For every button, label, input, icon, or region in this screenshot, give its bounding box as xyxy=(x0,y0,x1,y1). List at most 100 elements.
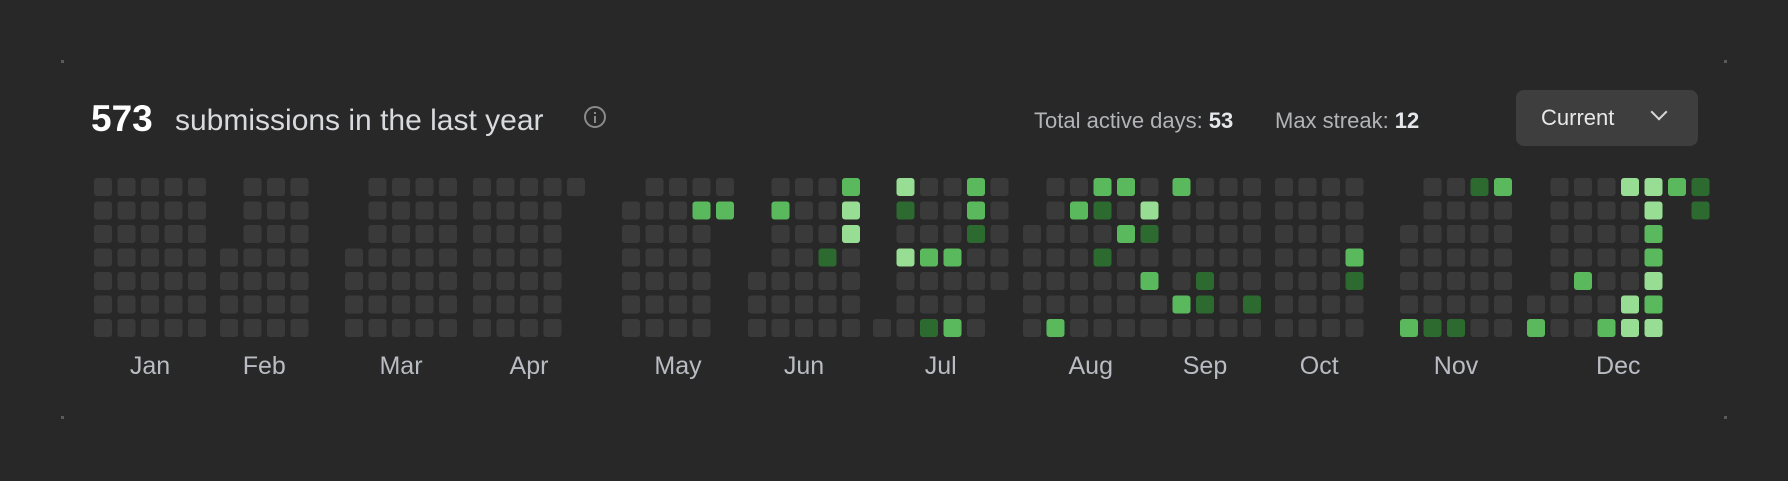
day-cell[interactable] xyxy=(1117,201,1135,220)
day-cell[interactable] xyxy=(818,225,837,243)
day-cell[interactable] xyxy=(1400,295,1418,314)
day-cell[interactable] xyxy=(1298,295,1317,314)
day-cell[interactable] xyxy=(543,248,562,267)
day-cell[interactable] xyxy=(1597,248,1616,267)
day-cell[interactable] xyxy=(1243,178,1261,196)
day-cell[interactable] xyxy=(1046,248,1065,267)
day-cell[interactable] xyxy=(267,295,285,314)
day-cell[interactable] xyxy=(920,248,938,267)
day-cell[interactable] xyxy=(1093,295,1112,314)
day-cell[interactable] xyxy=(1447,178,1465,196)
day-cell[interactable] xyxy=(1149,319,1167,337)
day-cell[interactable] xyxy=(496,295,515,314)
day-cell[interactable] xyxy=(94,272,112,290)
day-cell[interactable] xyxy=(117,295,136,314)
day-cell[interactable] xyxy=(345,319,363,337)
day-cell[interactable] xyxy=(1093,201,1112,220)
day-cell[interactable] xyxy=(1070,295,1088,314)
day-cell[interactable] xyxy=(439,248,457,267)
day-cell[interactable] xyxy=(818,201,837,220)
day-cell[interactable] xyxy=(368,272,387,290)
day-cell[interactable] xyxy=(267,178,285,196)
day-cell[interactable] xyxy=(1275,272,1293,290)
day-cell[interactable] xyxy=(392,248,410,267)
day-cell[interactable] xyxy=(473,201,491,220)
day-cell[interactable] xyxy=(1140,248,1159,267)
day-cell[interactable] xyxy=(1070,272,1088,290)
day-cell[interactable] xyxy=(1423,319,1442,337)
day-cell[interactable] xyxy=(345,248,363,267)
day-cell[interactable] xyxy=(1447,272,1465,290)
day-cell[interactable] xyxy=(188,319,206,337)
day-cell[interactable] xyxy=(496,319,515,337)
day-cell[interactable] xyxy=(392,319,410,337)
day-cell[interactable] xyxy=(392,178,410,196)
day-cell[interactable] xyxy=(1494,178,1512,196)
day-cell[interactable] xyxy=(94,201,112,220)
day-cell[interactable] xyxy=(188,225,206,243)
day-cell[interactable] xyxy=(1219,248,1238,267)
day-cell[interactable] xyxy=(220,272,238,290)
day-cell[interactable] xyxy=(1275,295,1293,314)
day-cell[interactable] xyxy=(1423,295,1442,314)
day-cell[interactable] xyxy=(1644,295,1663,314)
day-cell[interactable] xyxy=(692,295,711,314)
day-cell[interactable] xyxy=(1298,201,1317,220)
day-cell[interactable] xyxy=(1243,295,1261,314)
day-cell[interactable] xyxy=(842,201,860,220)
day-cell[interactable] xyxy=(669,201,687,220)
day-cell[interactable] xyxy=(1275,248,1293,267)
day-cell[interactable] xyxy=(842,319,860,337)
day-cell[interactable] xyxy=(1093,248,1112,267)
day-cell[interactable] xyxy=(543,225,562,243)
day-cell[interactable] xyxy=(1447,248,1465,267)
day-cell[interactable] xyxy=(1423,272,1442,290)
day-cell[interactable] xyxy=(1093,272,1112,290)
day-cell[interactable] xyxy=(716,178,734,196)
day-cell[interactable] xyxy=(1196,319,1214,337)
day-cell[interactable] xyxy=(896,201,915,220)
day-cell[interactable] xyxy=(771,272,790,290)
day-cell[interactable] xyxy=(290,178,309,196)
day-cell[interactable] xyxy=(1070,248,1088,267)
day-cell[interactable] xyxy=(771,225,790,243)
day-cell[interactable] xyxy=(1322,178,1340,196)
day-cell[interactable] xyxy=(368,248,387,267)
day-cell[interactable] xyxy=(622,272,640,290)
day-cell[interactable] xyxy=(368,201,387,220)
day-cell[interactable] xyxy=(392,295,410,314)
day-cell[interactable] xyxy=(290,225,309,243)
day-cell[interactable] xyxy=(818,248,837,267)
day-cell[interactable] xyxy=(267,272,285,290)
day-cell[interactable] xyxy=(1400,319,1418,337)
day-cell[interactable] xyxy=(1093,319,1112,337)
day-cell[interactable] xyxy=(368,225,387,243)
day-cell[interactable] xyxy=(645,225,664,243)
day-cell[interactable] xyxy=(543,272,562,290)
day-cell[interactable] xyxy=(141,319,159,337)
day-cell[interactable] xyxy=(967,248,985,267)
day-cell[interactable] xyxy=(669,248,687,267)
day-cell[interactable] xyxy=(1621,295,1639,314)
day-cell[interactable] xyxy=(1219,178,1238,196)
day-cell[interactable] xyxy=(94,248,112,267)
day-cell[interactable] xyxy=(943,225,962,243)
day-cell[interactable] xyxy=(290,248,309,267)
day-cell[interactable] xyxy=(748,295,766,314)
day-cell[interactable] xyxy=(141,295,159,314)
day-cell[interactable] xyxy=(1494,319,1512,337)
day-cell[interactable] xyxy=(439,225,457,243)
day-cell[interactable] xyxy=(771,319,790,337)
day-cell[interactable] xyxy=(1691,201,1710,220)
day-cell[interactable] xyxy=(818,272,837,290)
day-cell[interactable] xyxy=(1070,225,1088,243)
day-cell[interactable] xyxy=(967,272,985,290)
day-cell[interactable] xyxy=(771,295,790,314)
day-cell[interactable] xyxy=(1494,272,1512,290)
day-cell[interactable] xyxy=(795,295,813,314)
day-cell[interactable] xyxy=(1219,225,1238,243)
day-cell[interactable] xyxy=(771,201,790,220)
day-cell[interactable] xyxy=(645,248,664,267)
day-cell[interactable] xyxy=(990,272,1009,290)
day-cell[interactable] xyxy=(290,201,309,220)
